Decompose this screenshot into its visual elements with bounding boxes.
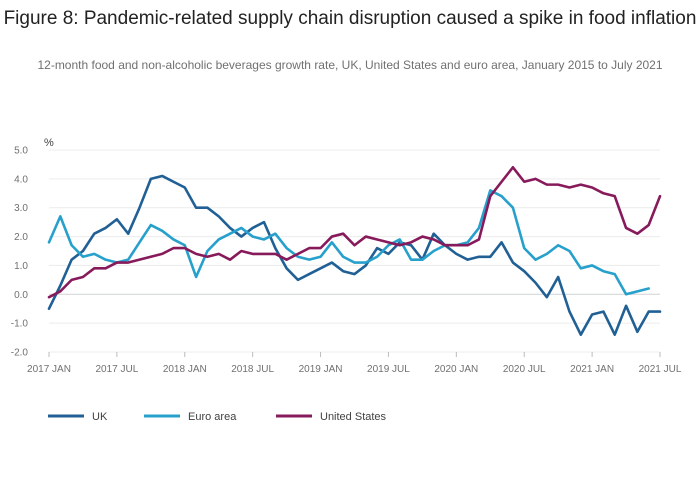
legend-label-euro-area: Euro area <box>188 411 237 423</box>
y-tick-label: -1.0 <box>11 319 29 330</box>
y-tick-label: 1.0 <box>14 261 28 272</box>
x-tick-label: 2018 JAN <box>163 364 207 375</box>
y-tick-label: 2.0 <box>14 232 28 243</box>
series-line-euro-area <box>47 189 650 296</box>
y-tick-label: 0.0 <box>14 290 28 301</box>
series-line-uk <box>47 174 662 336</box>
chart-title: Figure 8: Pandemic-related supply chain … <box>3 8 697 29</box>
x-tick-label: 2020 JAN <box>434 364 478 375</box>
x-tick-label: 2019 JAN <box>299 364 343 375</box>
y-tick-label: -2.0 <box>11 348 29 359</box>
x-tick-label: 2017 JAN <box>27 364 71 375</box>
x-tick-label: 2019 JUL <box>367 364 410 375</box>
y-tick-label: 3.0 <box>14 203 28 214</box>
x-tick-label: 2018 JUL <box>231 364 274 375</box>
legend-label-uk: UK <box>92 411 108 423</box>
y-tick-label: 5.0 <box>14 146 28 157</box>
series-line-united-states <box>47 166 662 299</box>
x-tick-label: 2020 JUL <box>503 364 546 375</box>
y-unit-label: % <box>44 137 54 149</box>
chart-subtitle: 12-month food and non-alcoholic beverage… <box>37 58 663 72</box>
x-tick-label: 2021 JAN <box>570 364 614 375</box>
y-tick-label: 4.0 <box>14 174 28 185</box>
x-tick-label: 2021 JUL <box>639 364 682 375</box>
legend-label-united-states: United States <box>320 411 387 423</box>
x-tick-label: 2017 JUL <box>95 364 138 375</box>
